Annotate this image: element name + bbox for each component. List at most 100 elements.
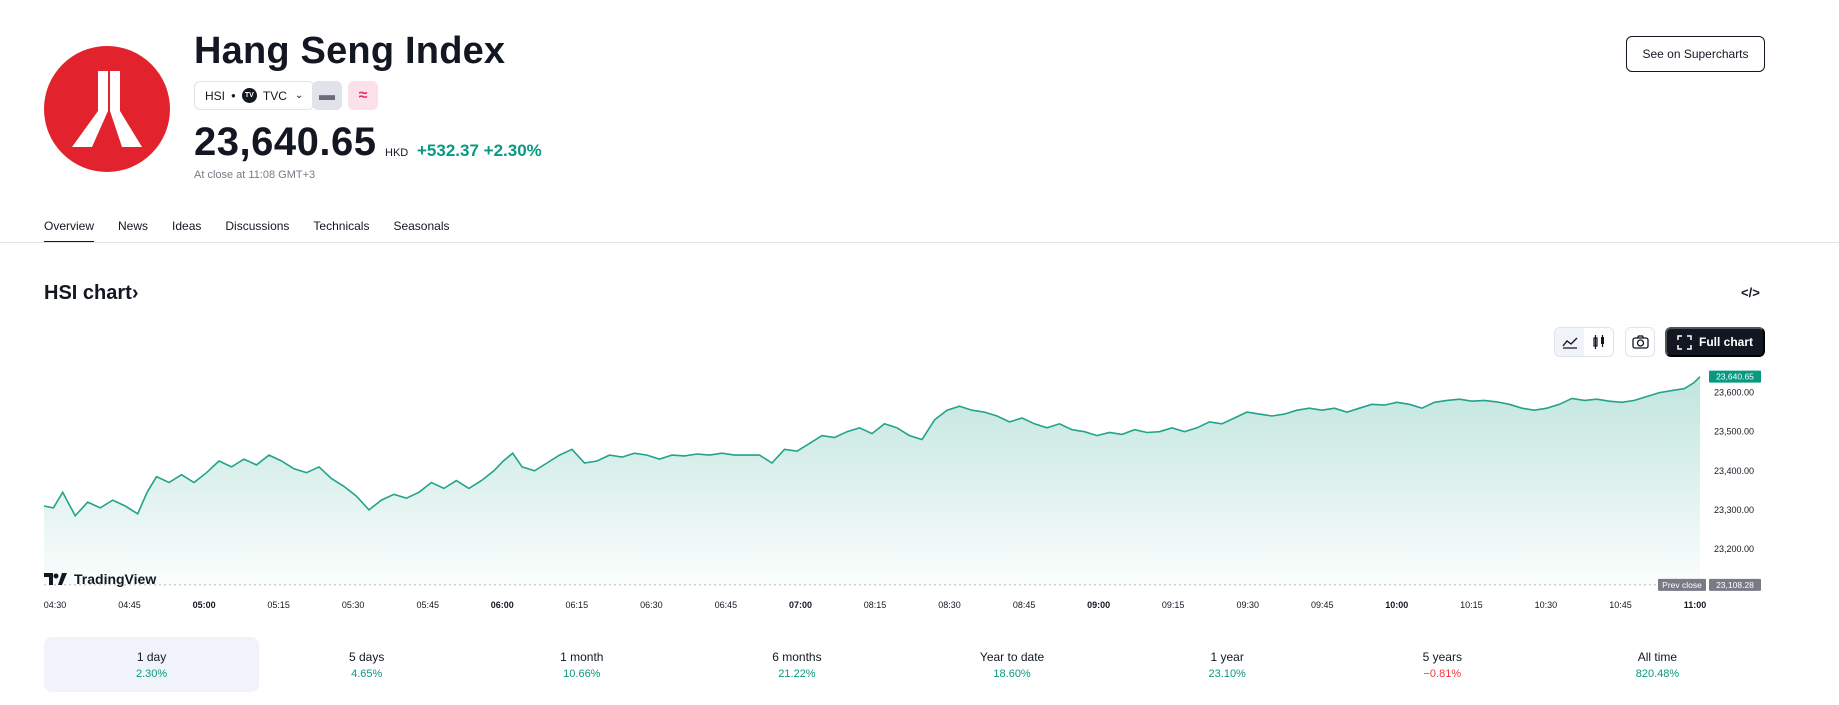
period-label: 5 days — [349, 649, 385, 664]
period-label: 5 years — [1422, 649, 1462, 664]
chevron-right-icon: › — [131, 282, 139, 304]
y-tick-label: 23,300.00 — [1714, 505, 1754, 515]
x-tick-label: 08:15 — [864, 600, 887, 610]
y-tick-label: 23,400.00 — [1714, 466, 1754, 476]
chart-style-toggle — [1554, 327, 1614, 357]
x-tick-label: 08:45 — [1013, 600, 1036, 610]
hang-seng-logo-icon — [72, 71, 142, 147]
period-label: 1 day — [136, 649, 167, 664]
period-change: 23.10% — [1208, 667, 1246, 680]
tab-overview[interactable]: Overview — [44, 216, 95, 243]
period-label: 6 months — [772, 649, 822, 664]
area-chart-icon[interactable] — [1555, 328, 1584, 356]
x-tick-label: 05:45 — [416, 600, 439, 610]
full-chart-button[interactable]: Full chart — [1665, 327, 1765, 357]
market-closed-icon[interactable]: ▬ — [312, 81, 342, 110]
chart-section-title-text: HSI chart — [44, 282, 132, 304]
tab-discussions[interactable]: Discussions — [225, 219, 290, 233]
tradingview-exchange-icon: TV — [241, 88, 257, 103]
x-tick-label: 09:15 — [1162, 600, 1185, 610]
x-tick-label: 04:45 — [118, 600, 141, 610]
x-tick-label: 07:00 — [789, 600, 812, 610]
x-tick-label: 06:30 — [640, 600, 663, 610]
currency-label: HKD — [385, 147, 409, 159]
camera-snapshot-icon[interactable] — [1625, 327, 1655, 357]
x-tick-label: 05:00 — [193, 600, 216, 610]
period-change: 21.22% — [778, 667, 816, 680]
y-tick-label: 23,200.00 — [1714, 544, 1754, 554]
x-tick-label: 10:00 — [1385, 600, 1408, 610]
chevron-down-icon: ⌄ — [294, 90, 304, 101]
fullscreen-icon — [1677, 334, 1692, 350]
period-all-time[interactable]: All time 820.48% — [1550, 637, 1765, 692]
period-label: 1 month — [560, 649, 604, 664]
page-title: Hang Seng Index — [194, 30, 506, 72]
period-1-day[interactable]: 1 day 2.30% — [44, 637, 260, 692]
x-tick-label: 06:15 — [566, 600, 589, 610]
period-5-days[interactable]: 5 days 4.65% — [259, 637, 474, 692]
see-on-supercharts-button[interactable]: See on Supercharts — [1626, 36, 1765, 72]
x-tick-label: 10:15 — [1460, 600, 1483, 610]
x-tick-label: 06:00 — [491, 600, 514, 610]
y-tick-label: 23,500.00 — [1714, 427, 1754, 437]
x-tick-label: 08:30 — [938, 600, 961, 610]
period-6-months[interactable]: 6 months 21.22% — [689, 637, 904, 692]
tab-news[interactable]: News — [118, 219, 149, 233]
full-chart-label: Full chart — [1698, 335, 1753, 349]
price-area-chart[interactable]: 23,200.00 23,300.00 23,400.00 23,500.00 23,6… — [0, 365, 1839, 615]
period-change: 4.65% — [351, 667, 383, 680]
tradingview-logo[interactable]: TradingView — [44, 571, 156, 587]
period-label: 1 year — [1210, 649, 1244, 664]
period-1-month[interactable]: 1 month 10.66% — [474, 637, 689, 692]
close-time-note: At close at 11:08 GMT+3 — [194, 169, 316, 181]
chart-section-title[interactable]: HSI chart› — [44, 282, 138, 305]
page-tabs: Overview News Ideas Discussions Technica… — [44, 216, 474, 243]
tradingview-icon — [44, 573, 67, 585]
candlestick-chart-icon[interactable] — [1584, 328, 1613, 356]
price-line — [43, 376, 1701, 518]
exchange-label: TVC — [262, 88, 287, 103]
period-change: −0.81% — [1423, 667, 1462, 680]
svg-text:23,108.28: 23,108.28 — [1716, 580, 1754, 590]
x-tick-label: 10:30 — [1535, 600, 1558, 610]
x-tick-label: 04:30 — [44, 600, 67, 610]
y-tick-label: 23,600.00 — [1714, 388, 1754, 398]
period-label: Year to date — [979, 649, 1045, 664]
price-area-fill — [44, 376, 1700, 585]
last-price-tag: 23,640.65 — [1709, 370, 1761, 383]
period-change: 820.48% — [1635, 667, 1680, 680]
x-tick-label: 05:30 — [342, 600, 365, 610]
x-tick-label: 09:30 — [1236, 600, 1259, 610]
period-5-years[interactable]: 5 years −0.81% — [1335, 637, 1550, 692]
embed-code-icon[interactable]: </> — [1741, 285, 1760, 300]
price-change: +532.37 +2.30% — [417, 141, 542, 160]
period-change: 2.30% — [135, 667, 168, 680]
tabs-divider — [0, 242, 1839, 243]
tab-seasonals[interactable]: Seasonals — [393, 219, 450, 233]
period-year-to-date[interactable]: Year to date 18.60% — [905, 637, 1120, 692]
performance-periods: 1 day 2.30% 5 days 4.65% 1 month 10.66% 6 mont… — [44, 637, 1765, 692]
period-label: All time — [1637, 649, 1678, 664]
symbol-exchange-selector[interactable]: HSI ● TV TVC ⌄ — [194, 81, 315, 110]
tab-technicals[interactable]: Technicals — [313, 219, 370, 233]
period-change: 10.66% — [563, 667, 601, 680]
x-tick-label: 09:00 — [1087, 600, 1110, 610]
prev-close-value-tag: 23,108.28 — [1709, 578, 1761, 591]
period-1-year[interactable]: 1 year 23.10% — [1120, 637, 1335, 692]
x-tick-label: 09:45 — [1311, 600, 1334, 610]
x-tick-label: 05:15 — [267, 600, 290, 610]
period-change: 18.60% — [993, 667, 1031, 680]
x-tick-label: 06:45 — [715, 600, 738, 610]
symbol-label: HSI — [205, 88, 226, 103]
last-price: 23,640.65 — [194, 120, 377, 164]
x-tick-label: 10:45 — [1609, 600, 1632, 610]
prev-close-label-tag: Prev close — [1658, 578, 1706, 591]
separator-dot-icon: ● — [231, 91, 236, 100]
svg-text:Prev close: Prev close — [1662, 580, 1702, 590]
hsi-logo — [44, 46, 170, 172]
svg-text:23,640.65: 23,640.65 — [1716, 372, 1754, 382]
x-tick-label: 11:00 — [1684, 600, 1707, 610]
tradingview-wordmark: TradingView — [74, 571, 157, 587]
tab-ideas[interactable]: Ideas — [172, 219, 202, 233]
delayed-data-icon[interactable]: ≈ — [348, 81, 378, 110]
